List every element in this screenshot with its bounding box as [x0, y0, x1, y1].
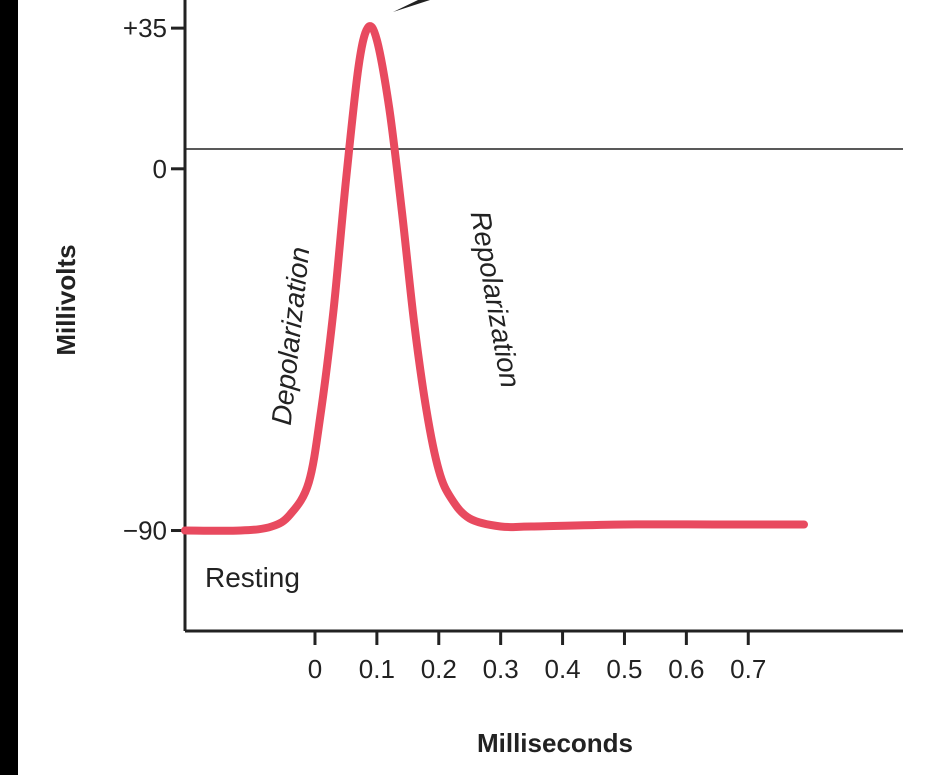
x-tick-label: 0.3 — [483, 654, 519, 684]
action-potential-line — [181, 22, 808, 535]
arrow-head-icon — [393, 0, 430, 12]
x-tick-label: 0.6 — [668, 654, 704, 684]
x-tick-label: 0.5 — [606, 654, 642, 684]
x-tick-label: 0.4 — [544, 654, 580, 684]
y-tick-label: +35 — [123, 13, 167, 43]
y-axis-title: Millivolts — [51, 244, 81, 355]
annotation-repolarization: Repolarization — [465, 209, 527, 391]
annotation-resting: Resting — [205, 562, 300, 593]
x-tick-label: 0.7 — [730, 654, 766, 684]
x-tick-label: 0 — [308, 654, 322, 684]
x-tick-label: 0.1 — [359, 654, 395, 684]
y-tick-label: −90 — [123, 516, 167, 546]
y-tick-label: 0 — [153, 154, 167, 184]
annotation-depolarization: Depolarization — [266, 245, 316, 426]
x-ticks: 0 0.1 0.2 0.3 0.4 0.5 0.6 0.7 — [308, 631, 766, 684]
x-tick-label: 0.2 — [421, 654, 457, 684]
x-axis-title: Milliseconds — [477, 728, 633, 758]
y-ticks: +35 0 −90 — [123, 13, 185, 546]
chart-panel — [18, 0, 925, 775]
axes — [183, 0, 903, 633]
